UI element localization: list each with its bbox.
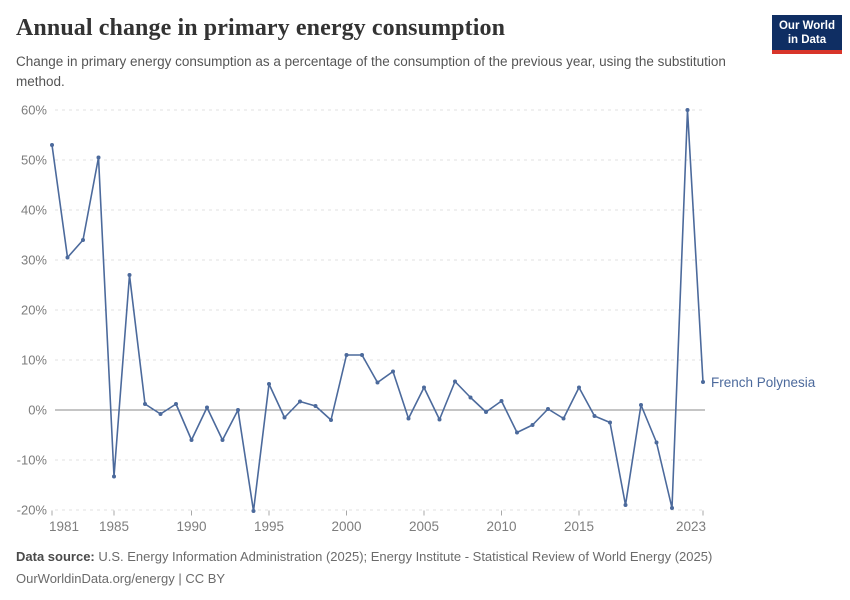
y-tick-label: -20%: [17, 503, 48, 518]
data-point: [313, 404, 318, 408]
x-tick-label: 1985: [99, 519, 129, 534]
data-point: [499, 399, 504, 403]
data-point: [561, 416, 566, 421]
data-point: [50, 143, 54, 147]
axis-layer: 60% 50% 40% 30% 20% 10% 0% -10% -20%1981 1985 1990…: [17, 103, 706, 535]
data-point: [112, 474, 116, 479]
data-point: [174, 402, 178, 406]
data-point: [96, 155, 101, 160]
data-point: [189, 438, 194, 442]
data-point: [360, 353, 364, 357]
x-tick-label: 2023: [676, 519, 706, 534]
data-point: [329, 418, 333, 422]
y-tick-label: 30%: [21, 253, 47, 268]
y-tick-label: 0%: [28, 403, 47, 418]
page-title: Annual change in primary energy consumpt…: [16, 15, 506, 41]
data-point: [251, 509, 256, 513]
data-point: [515, 430, 519, 435]
data-point: [267, 382, 271, 386]
data-source-line: Data source: U.S. Energy Information Adm…: [16, 546, 836, 568]
data-point: [205, 405, 209, 410]
data-point: [65, 255, 70, 260]
y-tick-label: 40%: [21, 203, 47, 218]
chart-subtitle: Change in primary energy consumption as …: [16, 54, 726, 89]
data-point: [546, 407, 550, 411]
x-tick-label: 2000: [331, 519, 361, 534]
owid-logo: Our World in Data: [771, 15, 842, 54]
data-point: [344, 353, 349, 357]
data-point: [127, 273, 132, 277]
grid-layer: [55, 109, 705, 511]
data-point: [670, 506, 674, 510]
y-tick-label: 60%: [21, 103, 47, 118]
x-tick-label: 2010: [486, 519, 516, 534]
series-layer: [50, 108, 705, 513]
data-point: [608, 420, 612, 425]
owid-logo-line1: Our World: [778, 20, 835, 32]
data-point: [484, 410, 488, 414]
x-tick-label: 1995: [254, 519, 284, 534]
data-point: [468, 395, 473, 400]
y-tick-label: 20%: [21, 303, 47, 318]
y-tick-label: -10%: [17, 453, 48, 468]
data-point: [375, 380, 380, 385]
data-source-label: Data source:: [16, 549, 95, 564]
y-tick-label: 50%: [21, 153, 47, 168]
data-point: [81, 238, 85, 242]
data-point: [685, 108, 690, 112]
y-tick-label: 10%: [21, 353, 47, 368]
x-tick-label: 1981: [49, 519, 79, 534]
data-point: [236, 408, 240, 412]
data-point: [406, 416, 411, 421]
license-line: OurWorldinData.org/energy | CC BY: [16, 570, 226, 586]
data-point: [623, 503, 628, 507]
data-point: [422, 385, 426, 390]
data-point: [437, 417, 442, 422]
x-tick-label: 2015: [564, 519, 594, 534]
entity-label: French Polynesia: [711, 375, 816, 390]
data-point: [654, 440, 659, 445]
x-tick-label: 1990: [176, 519, 206, 534]
owid-logo-line2: in Data: [787, 34, 827, 46]
chart-footer: Data source: U.S. Energy Information Adm…: [16, 546, 836, 589]
data-point: [577, 385, 581, 390]
data-point: [701, 380, 705, 384]
data-point: [453, 379, 457, 384]
data-point: [391, 369, 395, 374]
data-point: [158, 412, 163, 416]
data-point: [639, 403, 643, 407]
data-point: [592, 414, 597, 418]
data-point: [220, 438, 225, 442]
data-point: [530, 423, 535, 427]
data-point: [143, 402, 147, 406]
data-point: [298, 399, 302, 404]
data-point: [282, 415, 287, 420]
x-tick-label: 2005: [409, 519, 439, 534]
data-source-text: U.S. Energy Information Administration (…: [94, 549, 713, 564]
